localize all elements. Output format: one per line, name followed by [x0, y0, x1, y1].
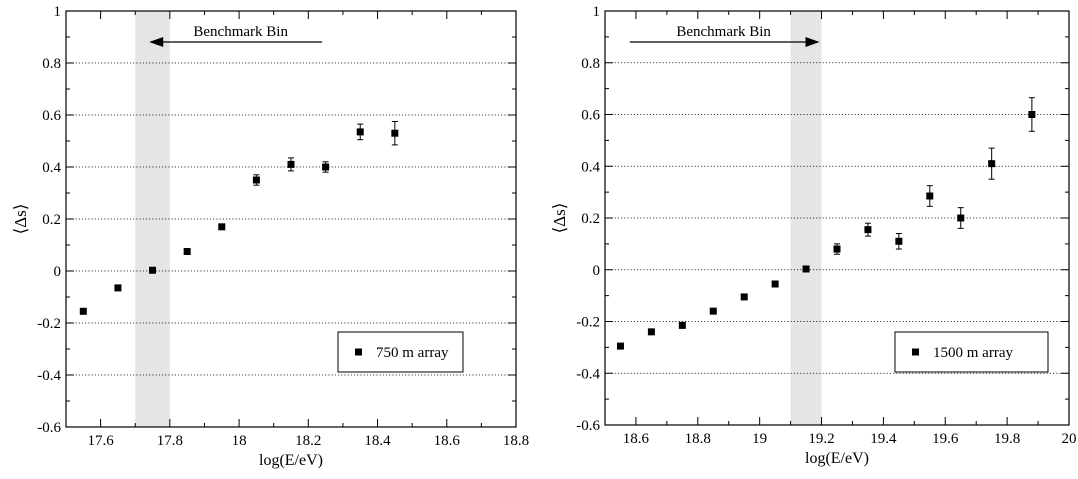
x-tick-label: 18.4: [364, 433, 391, 449]
data-point: [895, 237, 903, 245]
data-point: [926, 192, 934, 200]
x-tick-label: 18.6: [623, 431, 650, 447]
data-point: [1028, 111, 1036, 118]
y-tick-label: -0.4: [576, 366, 600, 382]
y-axis-label: ⟨Δs⟩: [550, 203, 569, 234]
x-tick-label: 18.8: [503, 433, 529, 449]
legend-marker: [355, 348, 362, 356]
data-point: [287, 160, 295, 168]
x-tick-label: 18.8: [685, 431, 711, 447]
y-tick-label: 1: [593, 4, 601, 20]
x-tick-label: 18.2: [295, 433, 321, 449]
y-tick-label: 0.2: [581, 211, 600, 227]
y-tick-label: 0: [54, 264, 62, 280]
x-axis-label: log(E/eV): [805, 450, 869, 467]
y-tick-label: -0.2: [37, 316, 61, 332]
x-tick-label: 19.8: [994, 431, 1020, 447]
data-point: [391, 129, 399, 137]
data-point: [957, 214, 965, 222]
chart-panel-2: -0.6 -0.4 -0.2 0 0.2 0.4 0.6 0.8 1 18.6 18.8 19 19.2…: [550, 4, 1077, 467]
data-point: [322, 163, 330, 171]
data-point: [252, 176, 260, 184]
data-point: [647, 328, 655, 336]
benchmark-arrow-head: [805, 37, 820, 47]
data-point: [740, 293, 748, 301]
benchmark-bin-label: Benchmark Bin: [676, 24, 771, 40]
x-tick-label: 19.6: [932, 431, 959, 447]
x-tick-label: 20: [1062, 431, 1077, 447]
y-tick-label: -0.6: [37, 420, 61, 436]
legend-box: [894, 331, 1049, 373]
benchmark-bin-label: Benchmark Bin: [193, 24, 288, 40]
legend-label: 750 m array: [376, 345, 449, 361]
y-tick-label: -0.2: [576, 315, 600, 331]
data-point: [356, 128, 364, 136]
data-point: [678, 321, 686, 329]
legend-label: 1500 m array: [933, 345, 1013, 361]
y-tick-label: 0.6: [581, 108, 600, 124]
data-point: [616, 342, 624, 350]
data-point: [183, 248, 191, 255]
y-tick-label: 0.8: [42, 56, 61, 72]
data-point: [864, 226, 872, 234]
x-tick-label: 19.2: [808, 431, 834, 447]
data-point: [988, 160, 996, 168]
x-tick-label: 17.8: [157, 433, 183, 449]
data-point: [218, 223, 226, 231]
data-point: [833, 245, 841, 253]
data-point: [79, 307, 87, 315]
y-axis-label: ⟨Δs⟩: [11, 204, 30, 235]
data-point: [802, 265, 810, 273]
data-point: [771, 280, 779, 288]
x-tick-label: 19.4: [870, 431, 897, 447]
y-tick-label: 0.6: [42, 108, 61, 124]
data-point: [709, 307, 717, 315]
y-tick-label: 0.2: [42, 212, 61, 228]
y-tick-label: 0.4: [42, 160, 61, 176]
x-tick-label: 17.6: [87, 433, 114, 449]
y-tick-label: 0.8: [581, 56, 600, 72]
x-tick-label: 18: [232, 433, 247, 449]
data-point: [114, 284, 122, 292]
y-tick-label: -0.6: [576, 418, 600, 434]
y-tick-label: 0.4: [581, 159, 600, 175]
y-tick-label: -0.4: [37, 368, 61, 384]
x-tick-label: 18.6: [434, 433, 461, 449]
legend-marker: [912, 348, 919, 356]
chart-panel-1: -0.6 -0.4 -0.2 0 0.2 0.4 0.6 0.8 1 17.6 17.8 18 18.2…: [11, 4, 529, 469]
data-point: [149, 266, 157, 274]
x-axis-label: log(E/eV): [259, 452, 323, 469]
x-tick-label: 19: [752, 431, 767, 447]
y-tick-label: 1: [54, 4, 62, 20]
benchmark-arrow-head: [149, 37, 164, 47]
y-tick-label: 0: [593, 263, 601, 279]
